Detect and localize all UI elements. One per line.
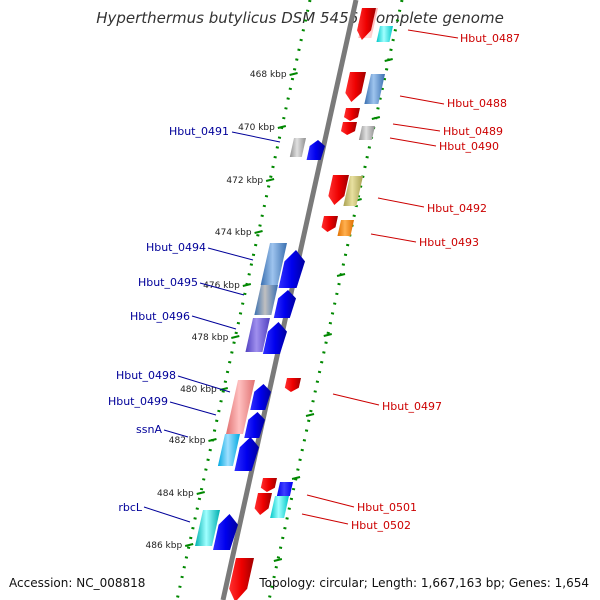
gene-rbcl-label: rbcL (118, 501, 143, 514)
scale-tick-label: 482 kbp (169, 436, 206, 446)
scale-ticks: 468 kbp 470 kbp 472 kbp 474 kbp 476 kbp 478 k… (146, 58, 393, 562)
gene-arrow (244, 412, 265, 438)
gene-hbut-0501-label: Hbut_0501 (357, 501, 417, 514)
track-tick-mark (291, 476, 301, 480)
gene-block (217, 434, 240, 466)
gene-arrow (234, 437, 259, 471)
gene-block (358, 126, 375, 140)
gene-arrow (254, 493, 272, 515)
scale-tick-label: 470 kbp (238, 123, 275, 133)
gene-block (254, 285, 278, 315)
map-title: Hyperthermus butylicus DSM 5456, complet… (96, 9, 504, 27)
scale-tick-mark (277, 125, 287, 129)
scale-tick-label: 474 kbp (215, 228, 252, 238)
scale-tick-label: 472 kbp (226, 176, 263, 186)
gene-hbut-0498-leader (177, 375, 231, 393)
gene-arrow (328, 175, 349, 205)
scale-tick-mark (289, 72, 298, 76)
gene-arrow (321, 216, 338, 232)
scale-tick-mark (208, 438, 217, 442)
gene-block (260, 243, 287, 285)
gene-hbut-0498-label: Hbut_0498 (116, 369, 176, 382)
gene-arrow (340, 122, 357, 135)
gene-hbut-0497-label: Hbut_0497 (382, 400, 442, 413)
gene-hbut-0488-label: Hbut_0488 (447, 97, 507, 110)
gene-hbut-0494-label: Hbut_0494 (146, 241, 206, 254)
gene-block (364, 74, 385, 104)
gene-hbut-0490-label: Hbut_0490 (439, 140, 499, 153)
gene-features (195, 8, 393, 600)
scale-tick-label: 480 kbp (180, 385, 217, 395)
scale-tick-label: 486 kbp (146, 541, 183, 551)
gene-ssna-leader (163, 429, 189, 438)
gene-block (245, 318, 270, 352)
gene-hbut-0502-leader (301, 513, 349, 525)
gene-hbut-0495-label: Hbut_0495 (138, 276, 198, 289)
gene-rbcl-leader (143, 506, 191, 523)
gene-block (337, 220, 354, 236)
track-tick-mark (305, 413, 315, 417)
gene-hbut-0495-leader (199, 282, 245, 296)
scale-tick-mark (265, 178, 275, 182)
gene-arrow (260, 478, 277, 492)
gene-block (276, 482, 293, 496)
gene-hbut-0499-label: Hbut_0499 (108, 395, 168, 408)
gene-hbut-0493-leader (370, 233, 417, 243)
scale-tick-mark (242, 283, 252, 287)
gene-hbut-0501-leader (306, 494, 355, 508)
gene-arrow (262, 322, 287, 354)
gene-hbut-0494-leader (207, 247, 254, 261)
scale-tick-mark (254, 230, 263, 234)
gene-arrow (343, 108, 360, 121)
gene-arrow (345, 72, 366, 102)
gene-block (195, 510, 220, 546)
gene-hbut-0493-label: Hbut_0493 (419, 236, 479, 249)
gene-ssna-label: ssnA (136, 423, 162, 436)
gene-hbut-0490-leader (389, 137, 437, 147)
scale-tick-label: 478 kbp (192, 333, 229, 343)
scale-tick-label: 476 kbp (203, 281, 240, 291)
gene-labels: Hbut_0487 Hbut_0488 Hbut_0489 Hbut_0490 Hbut… (108, 29, 520, 532)
gene-arrow (229, 558, 254, 600)
gene-hbut-0496-leader (191, 315, 237, 330)
scale-tick-label: 484 kbp (157, 489, 194, 499)
gene-hbut-0489-leader (392, 123, 441, 132)
scale-tick-mark (196, 491, 205, 495)
gene-arrow (306, 140, 325, 160)
gene-hbut-0489-label: Hbut_0489 (443, 125, 503, 138)
gene-hbut-0487-label: Hbut_0487 (460, 32, 520, 45)
gene-hbut-0492-leader (377, 197, 425, 208)
gene-arrow (284, 378, 301, 392)
track-tick-mark (323, 333, 332, 337)
gene-block (343, 176, 363, 206)
gene-block (226, 380, 255, 434)
scale-tick-mark (184, 543, 194, 547)
track-tick-mark (336, 273, 346, 277)
track-tick-mark (371, 116, 381, 120)
scale-tick-label: 468 kbp (250, 70, 287, 80)
scale-tick-mark (231, 335, 240, 339)
gene-arrow (213, 514, 238, 550)
accession-text: Accession: NC_008818 (9, 576, 145, 590)
gene-block (376, 26, 393, 42)
gene-hbut-0492-label: Hbut_0492 (427, 202, 487, 215)
gene-arrow (357, 8, 376, 40)
gene-hbut-0491-leader (231, 131, 281, 143)
track-tick-mark (384, 58, 393, 62)
gene-hbut-0502-label: Hbut_0502 (351, 519, 411, 532)
gene-arrow (250, 384, 271, 410)
topology-text: Topology: circular; Length: 1,667,163 bp… (258, 576, 589, 590)
gene-hbut-0497-leader (332, 393, 380, 406)
track-tick-mark (273, 558, 283, 562)
gene-block (289, 138, 306, 157)
gene-hbut-0491-label: Hbut_0491 (169, 125, 229, 138)
gene-hbut-0496-label: Hbut_0496 (130, 310, 190, 323)
gene-arrow (278, 250, 305, 288)
gene-block (270, 496, 289, 518)
gene-hbut-0488-leader (399, 95, 445, 105)
gene-hbut-0487-leader (407, 29, 459, 39)
gene-arrow (273, 290, 296, 318)
gene-hbut-0499-leader (169, 401, 217, 416)
